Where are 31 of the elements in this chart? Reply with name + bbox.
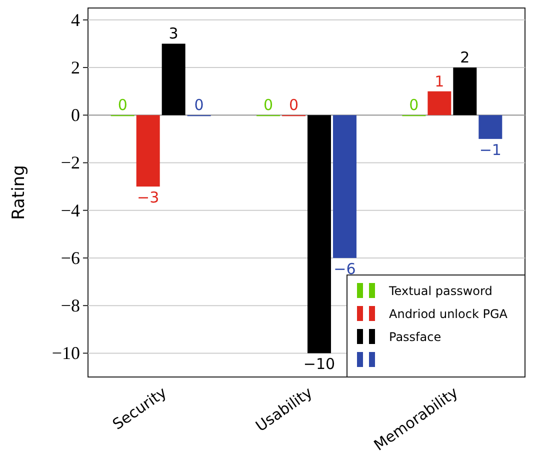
- data-label: 0: [409, 96, 419, 114]
- bar: [332, 115, 356, 258]
- data-label: 0: [194, 96, 204, 114]
- data-label: −10: [303, 355, 336, 374]
- data-label: 3: [168, 24, 178, 43]
- y-tick-label: −6: [60, 248, 80, 268]
- data-label: 0: [118, 96, 128, 114]
- y-tick-label: 2: [71, 58, 80, 78]
- data-label: −6: [334, 260, 356, 278]
- data-label: −3: [137, 188, 160, 207]
- bar: [428, 91, 452, 116]
- y-axis-title: Rating: [9, 165, 29, 220]
- bar: [478, 115, 502, 139]
- y-tick-label: −2: [60, 152, 80, 173]
- bar: [162, 44, 186, 116]
- legend-label: Andriod unlock PGA: [389, 307, 508, 321]
- data-label: 0: [288, 96, 299, 114]
- data-label: 0: [263, 96, 274, 114]
- bar: [136, 115, 160, 187]
- y-tick-label: −4: [60, 200, 80, 220]
- legend-label: Passface: [389, 330, 442, 344]
- y-tick-label: 0: [71, 105, 80, 126]
- y-tick-label: −8: [60, 296, 80, 316]
- legend-label: Textual password: [388, 284, 492, 298]
- data-label: 2: [460, 48, 470, 67]
- data-label: 1: [434, 72, 444, 90]
- y-tick-label: 4: [71, 10, 80, 30]
- y-tick-label: −10: [52, 343, 80, 364]
- bar: [308, 115, 331, 354]
- data-label: −1: [479, 140, 502, 159]
- bar: [453, 68, 477, 116]
